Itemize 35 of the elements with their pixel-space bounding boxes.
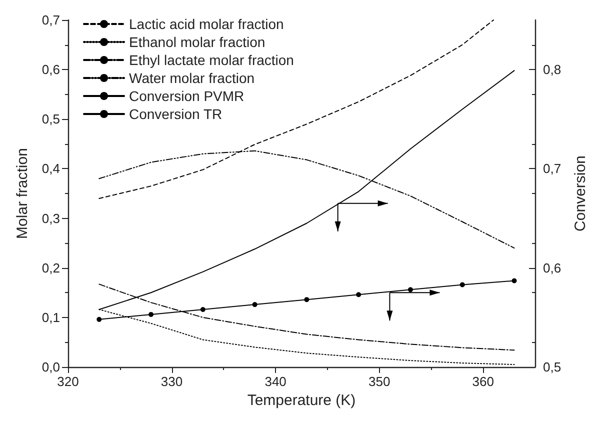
y-tick-label: 0,4 <box>42 161 60 176</box>
x-tick-label: 360 <box>472 374 494 389</box>
y-tick-label: 0,2 <box>42 260 60 276</box>
legend-label: Water molar fraction <box>129 70 255 86</box>
legend-label: Lactic acid molar fraction <box>129 16 284 32</box>
point <box>96 316 102 322</box>
legend-label: Conversion PVMR <box>129 88 244 104</box>
point <box>512 278 517 284</box>
x-tick-label: 350 <box>368 374 390 389</box>
x-axis-title: Temperature (K) <box>247 392 356 409</box>
y-tick-label: 0,6 <box>42 62 60 78</box>
x-tick-label: 320 <box>57 374 79 389</box>
y2-tick-label: 0,5 <box>543 360 562 374</box>
point <box>148 312 154 317</box>
y2-tick-label: 0,7 <box>543 161 562 176</box>
y-tick-label: 0,1 <box>42 310 60 325</box>
x-tick-label: 330 <box>160 374 183 389</box>
x-tick-label: 340 <box>264 374 286 389</box>
point <box>460 282 465 288</box>
point <box>408 287 413 292</box>
y2-tick-label: 0,8 <box>543 62 562 78</box>
point <box>252 302 258 308</box>
legend-label: Conversion TR <box>129 106 222 122</box>
point <box>356 292 362 298</box>
y-axis-title: Molar fraction <box>14 148 31 239</box>
y-tick-label: 0,0 <box>42 360 60 374</box>
y-tick-label: 0,3 <box>42 210 60 226</box>
y-tick-label: 0,5 <box>42 112 60 127</box>
y2-tick-label: 0,6 <box>543 260 562 276</box>
legend-label: Ethyl lactate molar fraction <box>129 52 294 68</box>
legend-label: Ethanol molar fraction <box>129 34 266 50</box>
y2-axis-title: Conversion <box>572 156 589 232</box>
point <box>304 297 310 302</box>
point <box>200 307 206 312</box>
y-tick-label: 0,7 <box>42 12 60 28</box>
